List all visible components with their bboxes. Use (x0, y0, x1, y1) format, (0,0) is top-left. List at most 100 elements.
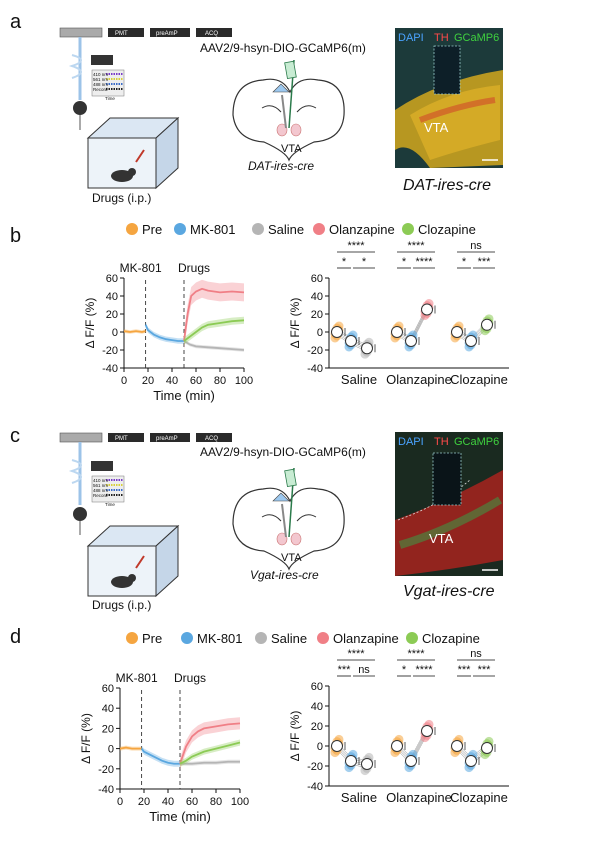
y-tick-label: 40 (311, 701, 323, 713)
sig-label: **** (347, 240, 365, 252)
x-tick-label: 20 (138, 796, 150, 808)
sig-label: ns (470, 648, 482, 660)
mean-marker (421, 303, 433, 316)
panel-d: d Pre MK-801 Saline Olanzapine Clozapine… (10, 626, 509, 824)
legend-dot-saline-d (255, 632, 267, 644)
legend-dot-pre-d (126, 632, 138, 644)
mean-marker (331, 326, 343, 338)
legend-dot-olanzapine (313, 223, 325, 235)
instrument-box-preamp (150, 28, 190, 37)
series-line-saline (183, 340, 245, 351)
y-tick-label: 0 (317, 327, 323, 339)
mouse-line-label: DAT-ires-cre (248, 159, 314, 173)
record-label-c: Record (93, 493, 108, 498)
sig-label: **** (347, 648, 365, 660)
series-line-olanzapine (183, 287, 245, 342)
mouse-line-label-c: Vgat-ires-cre (250, 568, 319, 582)
camera-box (91, 55, 113, 65)
sig-label: **** (407, 240, 425, 252)
x-tick-label: 60 (190, 375, 202, 387)
fiber-track (433, 45, 461, 95)
mean-marker (361, 758, 373, 770)
histology-mouse-line: DAT-ires-cre (403, 177, 491, 194)
legend-dot-clozapine (402, 223, 414, 235)
legend-label-clozapine-d: Clozapine (422, 631, 480, 646)
stain-gcamp-c: GCaMP6 (454, 436, 499, 448)
sig-label: **** (407, 648, 425, 660)
y-tick-label: 60 (106, 273, 118, 285)
wavelength-561: 561 nm (93, 77, 108, 82)
legend-dot-olanzapine-d (317, 632, 329, 644)
histology-region-label: VTA (424, 120, 449, 135)
stain-dapi: DAPI (398, 32, 424, 44)
cage-icon-c (86, 524, 180, 598)
instrument-label-acq: ACQ (205, 31, 218, 37)
time-axis-label: Time (105, 96, 115, 101)
stain-dapi-c: DAPI (398, 436, 424, 448)
x-tick-label: 100 (231, 796, 249, 808)
legend-dot-mk801 (174, 223, 186, 235)
sig-label: *** (458, 664, 472, 676)
legend-label-mk801: MK-801 (190, 222, 236, 237)
brain-coronal-section-c (232, 467, 345, 571)
x-axis-title: Time (min) (153, 388, 215, 403)
category-label: Clozapine (450, 790, 508, 805)
virus-label: AAV2/9-hsyn-DIO-GCaMP6(m) (200, 41, 366, 55)
mean-marker (345, 755, 357, 767)
y-axis-title: Δ F/F (%) (79, 713, 93, 764)
y-axis-title: Δ F/F (%) (288, 711, 302, 762)
instrument-box-acq (196, 28, 232, 37)
y-axis-title: Δ F/F (%) (83, 298, 97, 349)
y-tick-label: -20 (102, 345, 118, 357)
x-tick-label: 40 (162, 796, 174, 808)
sig-label: * (462, 256, 467, 268)
sig-label: * (402, 256, 407, 268)
mean-marker (331, 740, 343, 752)
x-tick-label: 80 (214, 375, 226, 387)
brain-coronal-section (232, 59, 345, 162)
stain-th: TH (434, 32, 449, 44)
error-band-mk-801 (145, 322, 184, 344)
series-line-pre (123, 330, 146, 333)
syringe-icon (135, 149, 145, 163)
instrument-label-pmt: PMT (115, 31, 128, 37)
legend-label-pre: Pre (142, 222, 162, 237)
mean-marker (421, 725, 433, 737)
y-tick-label: 0 (317, 741, 323, 753)
error-band-olanzapine (184, 279, 244, 350)
y-tick-label: -40 (102, 363, 118, 375)
sig-label: **** (415, 256, 433, 268)
stain-gcamp: GCaMP6 (454, 32, 499, 44)
sig-label: **** (415, 664, 433, 676)
y-tick-label: -40 (98, 784, 114, 796)
series-line-clozapine (183, 319, 245, 342)
y-tick-label: 20 (102, 723, 114, 735)
wavelength-488: 488 nm (93, 82, 108, 87)
y-tick-label: 40 (106, 291, 118, 303)
histology-region-label-c: VTA (429, 531, 454, 546)
mean-marker (465, 335, 477, 347)
x-tick-label: 0 (117, 796, 123, 808)
mean-marker (405, 335, 417, 347)
y-tick-label: -40 (307, 363, 323, 375)
error-band-olanzapine (180, 717, 240, 770)
instrument-box-pmt (108, 28, 144, 37)
instrument-label-pmt-c: PMT (115, 436, 128, 442)
sig-label: * (402, 664, 407, 676)
drugs-label: Drugs (i.p.) (92, 191, 151, 205)
legend-label-clozapine: Clozapine (418, 222, 476, 237)
legend-label-saline-d: Saline (271, 631, 307, 646)
wavelength-410-c: 410 nm (93, 478, 108, 483)
panel-label-a: a (10, 11, 22, 33)
y-tick-label: 0 (108, 744, 114, 756)
panel-label-b: b (10, 225, 21, 247)
instrument-box-preamp-c (150, 433, 190, 442)
sig-label: *** (478, 256, 492, 268)
sig-label: *** (478, 664, 492, 676)
fiber-photometry-rig-c: PMT preAmP ACQ 410 nm 561 nm 488 nm Reco… (59, 432, 232, 535)
series-line-saline (180, 760, 240, 765)
series-line-clozapine (179, 741, 241, 765)
